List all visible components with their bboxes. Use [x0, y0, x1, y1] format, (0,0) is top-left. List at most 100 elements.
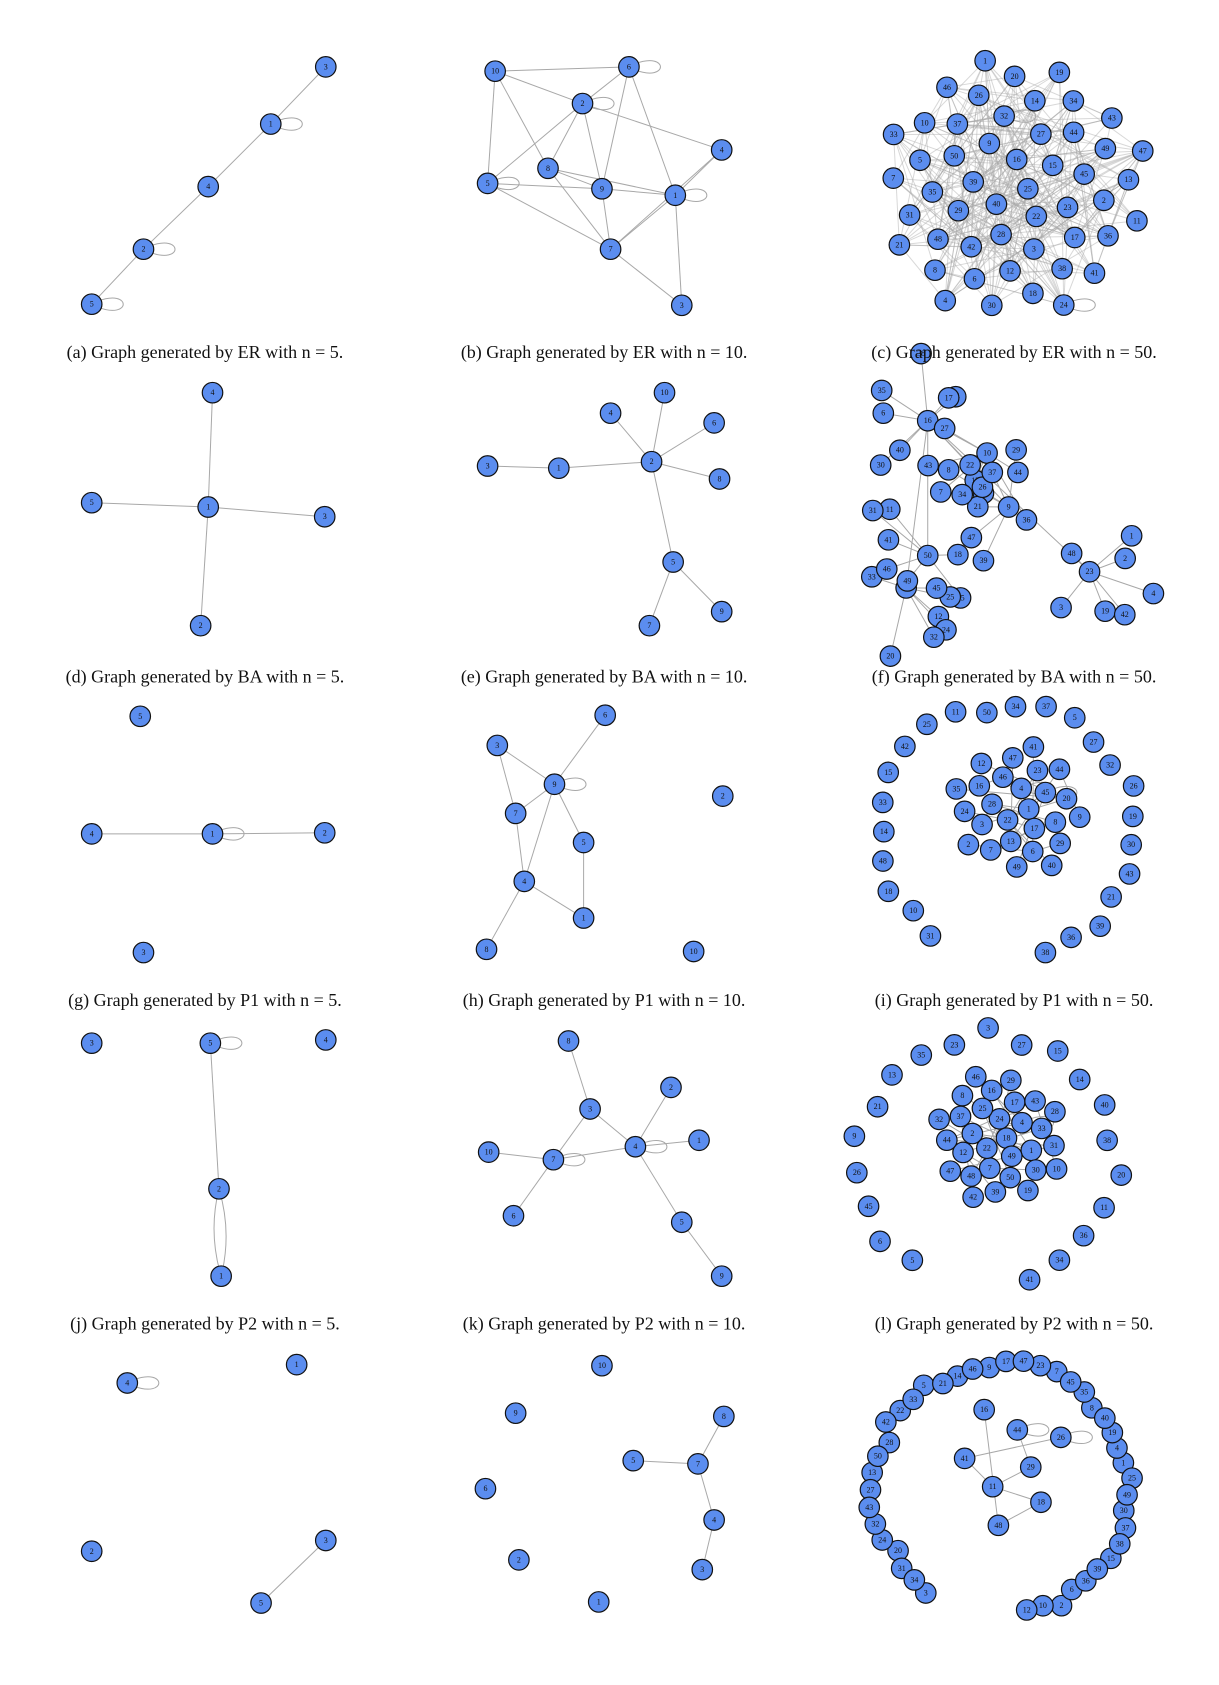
- node-label: 1: [582, 914, 586, 923]
- node-label: 43: [1031, 1097, 1039, 1106]
- edge: [944, 181, 974, 301]
- edge: [946, 86, 1035, 102]
- node: [682, 940, 705, 963]
- node-label: 7: [989, 845, 993, 854]
- node-label: 9: [987, 139, 991, 148]
- node: [996, 809, 1019, 831]
- node-label: 2: [970, 1129, 974, 1138]
- edge: [893, 177, 1028, 190]
- node-label: 45: [1041, 788, 1049, 797]
- node-label: 10: [909, 906, 917, 915]
- node: [1108, 1533, 1131, 1555]
- node-label: 41: [1029, 743, 1037, 752]
- edge: [651, 461, 674, 563]
- edge: [270, 66, 327, 125]
- node-label: 13: [1007, 837, 1015, 846]
- node-label: 11: [989, 1482, 997, 1491]
- node-label: 39: [1093, 1565, 1101, 1574]
- node-label: 37: [956, 1112, 964, 1121]
- node: [537, 157, 559, 180]
- node-label: 49: [1013, 862, 1021, 871]
- node: [484, 60, 506, 83]
- edge: [487, 465, 559, 469]
- edge: [1003, 115, 1076, 238]
- node: [1093, 1094, 1116, 1116]
- node-label: 20: [1011, 72, 1019, 81]
- node: [197, 175, 220, 198]
- node: [902, 899, 925, 922]
- edge: [1000, 148, 1106, 235]
- node: [1049, 1426, 1072, 1449]
- edge: [944, 95, 980, 301]
- node: [993, 105, 1015, 127]
- node-label: 12: [1006, 266, 1014, 275]
- caption: (k) Graph generated by P2 with n = 10.: [463, 1314, 746, 1335]
- edge: [934, 269, 1064, 306]
- node: [874, 1411, 897, 1433]
- node-label: 15: [1107, 1554, 1115, 1563]
- node: [944, 700, 967, 723]
- node: [557, 1030, 580, 1052]
- node: [872, 402, 895, 425]
- node: [189, 614, 212, 637]
- node: [1117, 168, 1140, 191]
- node-label: 14: [953, 1372, 961, 1381]
- node: [571, 92, 594, 115]
- node-label: 7: [514, 809, 518, 818]
- node-label: 48: [879, 857, 887, 866]
- node-label: 31: [898, 1564, 906, 1573]
- node-label: 24: [878, 1535, 886, 1544]
- node: [877, 880, 900, 903]
- edge: [995, 203, 1034, 294]
- edge: [934, 100, 1036, 271]
- node: [476, 455, 499, 477]
- node: [199, 1032, 222, 1055]
- node: [896, 570, 919, 592]
- node: [638, 614, 661, 637]
- edge: [1040, 133, 1129, 181]
- node-label: 3: [700, 1565, 704, 1574]
- edge: [905, 420, 929, 588]
- edge: [934, 248, 1034, 271]
- node-label: 31: [926, 931, 934, 940]
- node: [1041, 154, 1064, 177]
- node-label: 50: [1006, 1173, 1014, 1182]
- edge: [946, 87, 997, 205]
- node-label: 21: [895, 240, 903, 249]
- edge: [920, 353, 929, 421]
- node-label: 21: [874, 1102, 882, 1111]
- node-label: 18: [1029, 289, 1037, 298]
- node-label: 4: [1019, 784, 1023, 793]
- node: [1060, 926, 1082, 949]
- edge: [957, 210, 1011, 272]
- node-label: 31: [869, 506, 877, 515]
- node-label: 14: [880, 827, 888, 836]
- edge: [1000, 150, 1143, 236]
- edge: [946, 86, 1074, 102]
- node-label: 22: [983, 1144, 991, 1153]
- node: [963, 267, 986, 290]
- caption: (i) Graph generated by P1 with n = 50.: [875, 990, 1154, 1011]
- node-label: 3: [924, 1588, 928, 1597]
- node: [1110, 1164, 1133, 1186]
- node-label: 36: [1067, 933, 1075, 942]
- node: [961, 1358, 984, 1380]
- node-label: 37: [988, 468, 996, 477]
- node-label: 35: [1080, 1387, 1088, 1396]
- edge: [207, 123, 272, 187]
- edge: [937, 173, 1085, 240]
- node-label: 40: [1101, 1100, 1109, 1109]
- node-label: 9: [1078, 813, 1082, 822]
- node: [1113, 603, 1136, 626]
- node-label: 8: [546, 164, 550, 173]
- edge: [919, 160, 975, 280]
- node: [974, 49, 996, 72]
- node-label: 49: [903, 576, 911, 585]
- node-label: 35: [917, 1051, 925, 1060]
- edge: [972, 100, 1074, 183]
- node-label: 3: [324, 62, 328, 71]
- edge: [988, 143, 1065, 306]
- node: [314, 56, 337, 78]
- edge: [634, 1087, 672, 1147]
- node: [1131, 140, 1154, 162]
